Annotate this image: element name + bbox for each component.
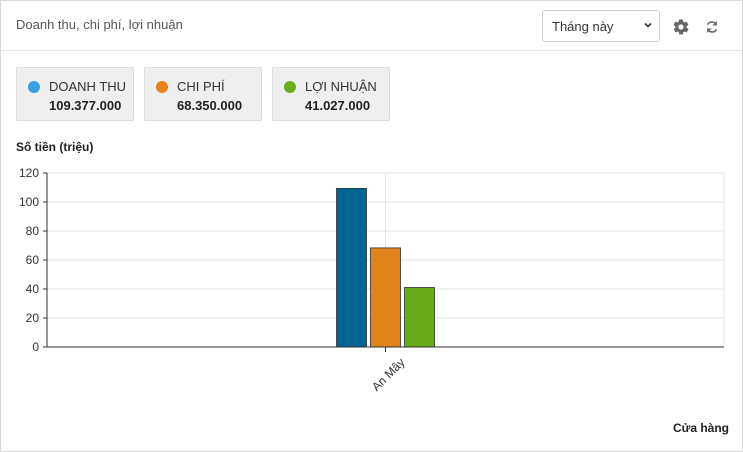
cost-dot [156, 81, 168, 93]
stat-profit-label: LỢI NHUẬN [305, 79, 377, 94]
bar-doanh-thu [336, 188, 367, 348]
widget-header: Doanh thu, chi phí, lợi nhuận Tháng này [1, 1, 742, 51]
stat-revenue: DOANH THU 109.377.000 [16, 67, 134, 121]
y-tick-label: 0 [32, 340, 39, 354]
stat-revenue-value: 109.377.000 [49, 98, 122, 113]
y-tick-label: 100 [19, 195, 39, 209]
period-select-value: Tháng này [552, 19, 614, 34]
period-select[interactable]: Tháng này [542, 10, 660, 42]
chart-x-axis-title: Cửa hàng [672, 421, 729, 435]
stat-cost-value: 68.350.000 [177, 98, 243, 113]
stat-cost-label: CHI PHÍ [177, 79, 225, 94]
x-tick-label: An Mây [369, 355, 408, 394]
y-tick-label: 80 [26, 224, 40, 238]
revenue-dot [28, 81, 40, 93]
stat-profit: LỢI NHUẬN 41.027.000 [272, 67, 390, 121]
profit-dot [284, 81, 296, 93]
chevron-down-icon [644, 22, 652, 28]
chart-y-axis-title: Số tiền (triệu) [16, 140, 94, 154]
stat-profit-value: 41.027.000 [305, 98, 371, 113]
widget-title: Doanh thu, chi phí, lợi nhuận [16, 17, 183, 32]
stat-revenue-label: DOANH THU [49, 79, 127, 94]
stat-cost: CHI PHÍ 68.350.000 [144, 67, 262, 121]
bar-chi-phí [370, 247, 401, 348]
plot-area [46, 172, 725, 348]
y-tick-label: 40 [26, 282, 40, 296]
y-tick-label: 120 [19, 166, 39, 180]
y-tick-label: 20 [26, 311, 40, 325]
refresh-icon[interactable] [703, 18, 721, 36]
gear-icon[interactable] [672, 18, 690, 36]
bar-lợi-nhuận [404, 287, 435, 348]
y-tick-label: 60 [26, 253, 40, 267]
